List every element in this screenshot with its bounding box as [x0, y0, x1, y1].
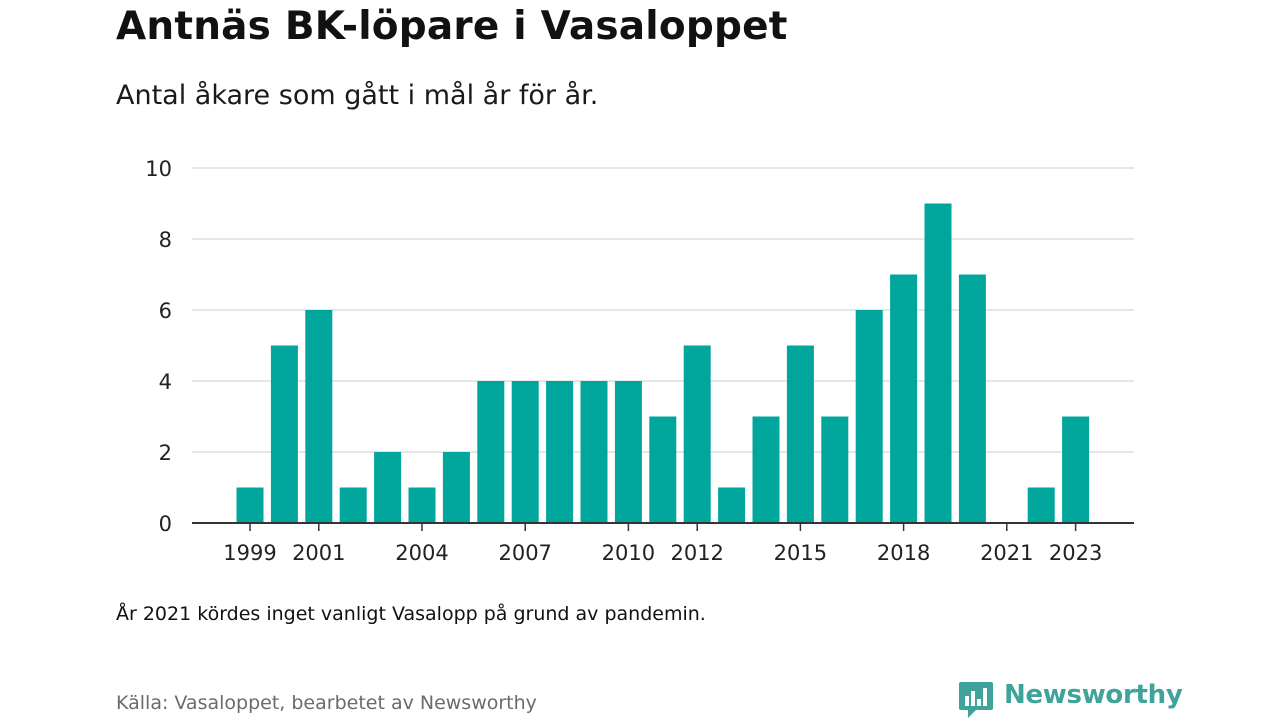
y-tick-label: 2 [159, 441, 172, 465]
bar-chart: 0 2 4 6 8 10 1999 2001 2004 2007 2010 2012 2015 2018… [145, 157, 1134, 565]
y-tick-label: 0 [159, 512, 172, 536]
bar-2008 [546, 381, 574, 523]
bar-2012 [683, 345, 711, 523]
newsworthy-logo: Newsworthy [958, 680, 1183, 720]
newsworthy-logo-icon [959, 682, 993, 718]
x-tick-label: 2007 [498, 541, 551, 565]
x-tick-label: 2023 [1049, 541, 1102, 565]
source-credit: Källa: Vasaloppet, bearbetet av Newswort… [116, 692, 537, 714]
x-tick-label: 2015 [774, 541, 827, 565]
bar-2022 [1027, 487, 1055, 523]
bar-2015 [786, 345, 814, 523]
x-tick-label: 2010 [602, 541, 655, 565]
brand-name: Newsworthy [1004, 680, 1183, 710]
bar-2009 [580, 381, 608, 523]
x-tick-label: 2001 [292, 541, 345, 565]
x-tick-label: 2004 [395, 541, 448, 565]
x-axis-ticks: 1999 2001 2004 2007 2010 2012 2015 2018 2021 2023 [223, 523, 1102, 565]
bar-1999 [236, 487, 264, 523]
bar-2018 [890, 274, 918, 523]
bar-2007 [511, 381, 539, 523]
bar-2011 [649, 416, 677, 523]
x-tick-label: 1999 [223, 541, 276, 565]
bars [236, 203, 1090, 523]
y-tick-label: 10 [145, 157, 172, 181]
bar-2019 [924, 203, 952, 523]
bar-2016 [821, 416, 849, 523]
chart-title: Antnäs BK-löpare i Vasaloppet [116, 4, 788, 49]
bar-2000 [270, 345, 298, 523]
bar-2014 [752, 416, 780, 523]
x-tick-label: 2021 [980, 541, 1033, 565]
bar-2010 [614, 381, 642, 523]
bar-2002 [339, 487, 367, 523]
footnote: År 2021 kördes inget vanligt Vasalopp på… [116, 603, 706, 625]
bar-2020 [958, 274, 986, 523]
x-tick-label: 2018 [877, 541, 930, 565]
bar-2017 [855, 310, 883, 523]
bar-2001 [305, 310, 333, 523]
bar-2005 [442, 452, 470, 523]
y-tick-label: 4 [159, 370, 172, 394]
bar-2006 [477, 381, 505, 523]
y-tick-label: 6 [159, 299, 172, 323]
chart-subtitle: Antal åkare som gått i mål år för år. [116, 80, 599, 111]
y-tick-label: 8 [159, 228, 172, 252]
bar-2023 [1062, 416, 1090, 523]
bar-2004 [408, 487, 436, 523]
bar-2013 [718, 487, 746, 523]
x-tick-label: 2012 [670, 541, 723, 565]
bar-2003 [374, 452, 402, 523]
gridlines [192, 167, 1134, 453]
y-axis-ticks: 0 2 4 6 8 10 [145, 157, 172, 536]
